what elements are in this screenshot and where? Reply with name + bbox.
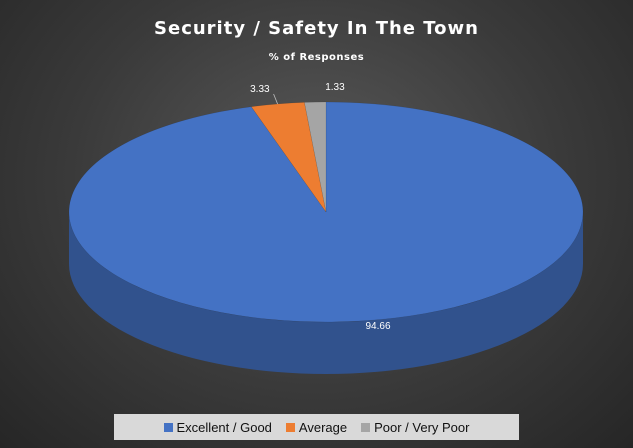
legend-swatch-poor-very-poor xyxy=(361,422,371,432)
legend-item-poor-very-poor: Poor / Very Poor xyxy=(361,420,469,435)
chart-subtitle: % of Responses xyxy=(268,52,365,63)
legend-item-average: Average xyxy=(285,419,348,435)
legend-label: Excellent / Good xyxy=(176,419,272,435)
pie-top-faces xyxy=(68,101,584,323)
legend-label: Average xyxy=(298,419,348,435)
pie-slice-excellent-good xyxy=(68,101,584,323)
pie-depth-sides xyxy=(69,212,583,374)
leader-line-average xyxy=(273,93,278,105)
data-label-excellent-good: 94.66 xyxy=(365,321,390,332)
legend-label: Poor / Very Poor xyxy=(374,419,470,435)
legend-swatch-excellent-good xyxy=(163,422,173,432)
pie-data-labels: 94.66 3.33 1.33 xyxy=(250,82,391,332)
legend-item-excellent-good: Excellent / Good xyxy=(163,419,272,435)
legend-swatch-average xyxy=(285,422,295,432)
data-label-poor-very-poor: 1.33 xyxy=(325,82,345,93)
chart-title: Security / Safety In The Town xyxy=(154,18,479,39)
pie-slice-average xyxy=(250,102,327,213)
data-label-average: 3.33 xyxy=(250,84,270,95)
chart-legend: Excellent / Good Average Poor / Very Poo… xyxy=(114,414,519,440)
pie-side-excellent-good xyxy=(69,212,583,374)
pie-slice-poor-very-poor xyxy=(304,101,327,213)
